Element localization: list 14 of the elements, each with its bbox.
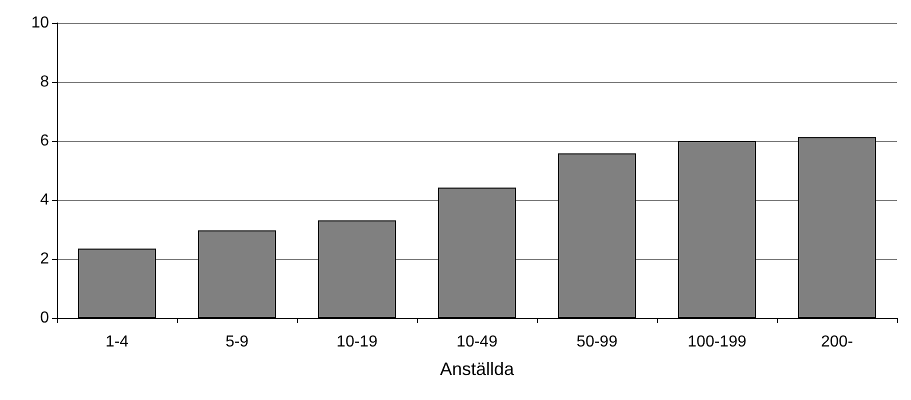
y-tick-label: 10 <box>31 14 50 32</box>
x-tick-label: 5-9 <box>225 334 249 350</box>
x-tick-label: 100-199 <box>688 334 746 350</box>
y-tick-label: 6 <box>40 132 50 150</box>
y-tick-label: 4 <box>40 192 50 208</box>
x-tick-label: 50-99 <box>576 334 618 350</box>
x-axis-title: Anställda <box>440 359 516 379</box>
x-tick-label: 10-19 <box>336 334 378 350</box>
x-tick-label: 1-4 <box>105 334 129 350</box>
x-tick-label: 200- <box>820 334 854 350</box>
x-tick-label: 10-49 <box>456 334 498 350</box>
y-tick-label: 0 <box>40 310 50 326</box>
y-tick-label: 2 <box>40 250 50 268</box>
y-tick-label: 8 <box>40 74 50 90</box>
